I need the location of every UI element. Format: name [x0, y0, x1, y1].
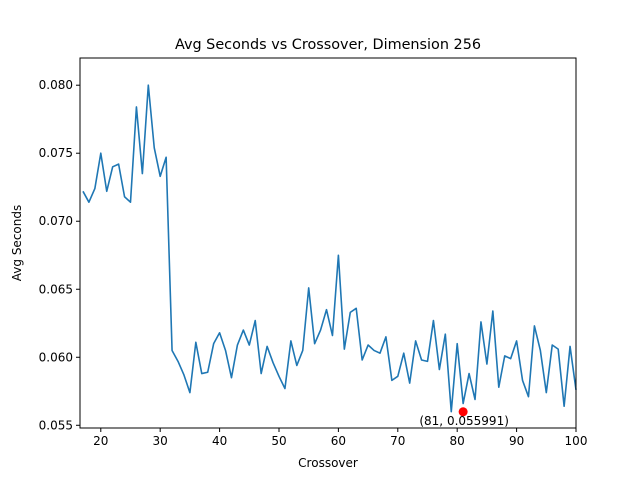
x-axis-label: Crossover: [298, 456, 358, 470]
x-tick-label: 70: [390, 434, 405, 448]
y-axis-label: Avg Seconds: [10, 205, 24, 281]
x-tick-label: 40: [212, 434, 227, 448]
y-tick-label: 0.075: [39, 146, 73, 160]
y-tick-label: 0.070: [39, 214, 73, 228]
x-tick-label: 20: [93, 434, 108, 448]
x-tick-label: 90: [509, 434, 524, 448]
x-tick-label: 100: [565, 434, 588, 448]
chart-title: Avg Seconds vs Crossover, Dimension 256: [175, 37, 481, 53]
x-tick-label: 30: [153, 434, 168, 448]
y-tick-label: 0.080: [39, 78, 73, 92]
x-tick-label: 50: [271, 434, 286, 448]
min-point-annotation: (81, 0.055991): [419, 414, 509, 428]
y-tick-label: 0.065: [39, 282, 73, 296]
x-tick-label: 60: [331, 434, 346, 448]
x-tick-label: 80: [450, 434, 465, 448]
y-tick-label: 0.060: [39, 350, 73, 364]
y-tick-label: 0.055: [39, 418, 73, 432]
